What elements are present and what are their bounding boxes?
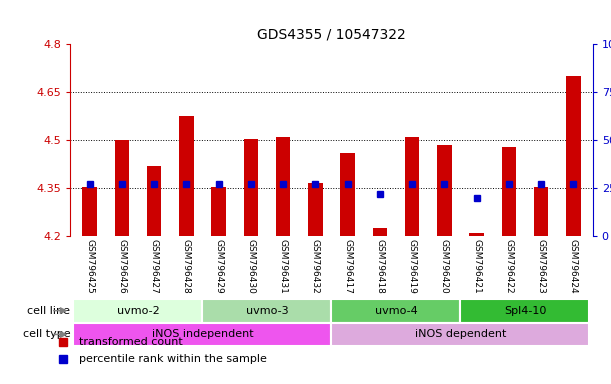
- Bar: [566, 76, 580, 236]
- Text: transformed count: transformed count: [79, 337, 183, 347]
- Bar: [179, 116, 194, 236]
- Text: uvmo-2: uvmo-2: [117, 306, 159, 316]
- Bar: [82, 187, 97, 236]
- Bar: [340, 153, 355, 236]
- Bar: [373, 228, 387, 236]
- Title: GDS4355 / 10547322: GDS4355 / 10547322: [257, 28, 406, 41]
- Bar: [405, 137, 419, 236]
- Bar: [437, 145, 452, 236]
- Bar: [461, 299, 590, 323]
- Bar: [276, 137, 290, 236]
- Bar: [502, 147, 516, 236]
- Text: cell type: cell type: [23, 329, 70, 339]
- Bar: [331, 299, 461, 323]
- Bar: [147, 166, 161, 236]
- Text: uvmo-4: uvmo-4: [375, 306, 417, 316]
- Bar: [211, 187, 226, 236]
- Text: iNOS dependent: iNOS dependent: [415, 329, 506, 339]
- Bar: [73, 323, 331, 346]
- Bar: [469, 233, 484, 236]
- Bar: [534, 187, 548, 236]
- Text: cell line: cell line: [27, 306, 70, 316]
- Bar: [308, 184, 323, 236]
- Text: percentile rank within the sample: percentile rank within the sample: [79, 354, 267, 364]
- Text: uvmo-3: uvmo-3: [246, 306, 288, 316]
- Bar: [202, 299, 331, 323]
- Bar: [115, 140, 129, 236]
- Bar: [244, 139, 258, 236]
- Text: iNOS independent: iNOS independent: [152, 329, 254, 339]
- Bar: [73, 299, 202, 323]
- Bar: [331, 323, 590, 346]
- Text: Spl4-10: Spl4-10: [503, 306, 546, 316]
